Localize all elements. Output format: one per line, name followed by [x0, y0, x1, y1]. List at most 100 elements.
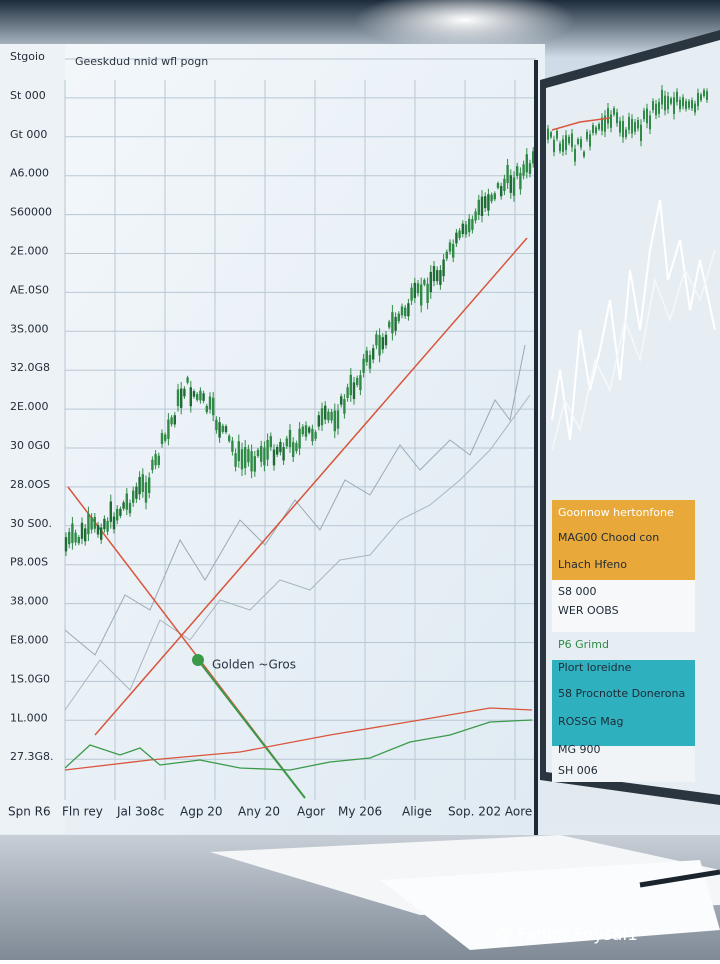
candle: [234, 453, 237, 467]
candle: [661, 89, 663, 105]
candle: [432, 266, 436, 282]
candle: [80, 522, 84, 539]
candle: [634, 122, 636, 132]
candle: [295, 443, 298, 452]
candle: [562, 139, 564, 152]
candle: [487, 194, 490, 211]
candle: [346, 387, 349, 399]
candle: [288, 429, 292, 448]
candle: [148, 477, 151, 494]
y-label: St 000: [10, 89, 46, 102]
candle: [436, 270, 439, 282]
candle: [74, 532, 77, 543]
candle: [205, 405, 208, 413]
candle: [610, 114, 612, 128]
y-label: P8.00S: [10, 556, 48, 569]
y-labels: Stgoio St 000 Gt 000 A6.000 S60000 2E.000 AE.0…: [10, 50, 54, 763]
annotation: Golden ~Gros: [212, 658, 296, 672]
y-label: Stgoio: [10, 50, 45, 63]
candle: [68, 531, 71, 545]
candle: [317, 415, 320, 427]
candle: [250, 451, 253, 472]
panel-row: ROSSG Mag: [558, 715, 624, 728]
candle: [559, 143, 561, 152]
candle: [509, 175, 512, 193]
panel-row: Plort loreidne: [558, 661, 632, 674]
candle: [327, 411, 330, 421]
panel-row: SH 006: [558, 764, 598, 777]
candle: [320, 408, 324, 426]
candle: [407, 303, 410, 317]
candle: [589, 134, 591, 147]
y-label: E8.000: [10, 634, 48, 647]
candle: [391, 312, 394, 334]
candle: [516, 166, 519, 177]
candle: [583, 151, 585, 157]
candle: [442, 259, 445, 277]
candle: [180, 388, 183, 408]
candle: [276, 446, 279, 455]
candle: [423, 279, 426, 285]
candle: [263, 447, 266, 466]
y-label: 2E.000: [10, 400, 48, 413]
candle: [336, 410, 340, 429]
candle: [106, 520, 109, 532]
candle: [697, 92, 699, 107]
candle: [522, 164, 525, 176]
x-labels: Spn R6 Fln rey Jal 3o8c Agp 20 Any 20 Agor My …: [8, 805, 532, 819]
x-label: My 206: [338, 805, 382, 819]
candles: [64, 147, 535, 557]
candle: [400, 306, 404, 316]
x-label: Spn R6: [8, 805, 51, 819]
candle: [490, 194, 493, 202]
candle: [224, 426, 228, 433]
panel-row: MG 900: [558, 743, 601, 756]
panel-row: 58 Procnotte Donerona: [558, 687, 685, 700]
candle: [397, 313, 400, 322]
candle: [173, 415, 176, 425]
x-label: Any 20: [238, 805, 280, 819]
y-label: 1L.000: [10, 711, 48, 724]
x-label: Alige: [402, 805, 432, 819]
candle: [413, 282, 416, 299]
candle: [580, 139, 582, 148]
candle: [157, 455, 160, 466]
y-label: 30 0G0: [10, 439, 50, 452]
candle: [343, 398, 346, 414]
candle: [616, 112, 618, 124]
candle: [84, 528, 87, 542]
candle: [691, 100, 693, 109]
candle: [228, 435, 231, 442]
y-label: 1S.0G0: [10, 672, 50, 685]
candle: [378, 335, 381, 356]
candle: [269, 436, 272, 448]
candle: [556, 130, 558, 139]
candle: [212, 397, 215, 416]
candle: [218, 422, 221, 438]
candle: [658, 102, 660, 114]
candle: [607, 108, 609, 124]
candle: [394, 316, 397, 331]
candle: [154, 453, 157, 466]
candle: [256, 449, 260, 456]
candle: [324, 405, 327, 420]
candle: [480, 196, 484, 216]
candle: [292, 442, 295, 458]
candle: [122, 502, 125, 509]
candle: [646, 108, 648, 124]
candle: [112, 516, 116, 530]
candle: [519, 172, 522, 190]
candle: [298, 428, 301, 449]
candle: [144, 482, 148, 503]
x-label: Sop. 202 Aore: [448, 805, 532, 819]
candle: [199, 390, 202, 401]
y-label: 32.0G8: [10, 361, 50, 374]
candle: [119, 508, 122, 516]
candle: [484, 196, 487, 209]
y-label: 38.000: [10, 595, 49, 608]
y-label: 30 S00.: [10, 517, 52, 530]
watermark: @ Fahim Foysal1: [495, 925, 638, 945]
candle: [368, 355, 372, 369]
candle: [571, 133, 573, 148]
candle: [649, 115, 651, 130]
